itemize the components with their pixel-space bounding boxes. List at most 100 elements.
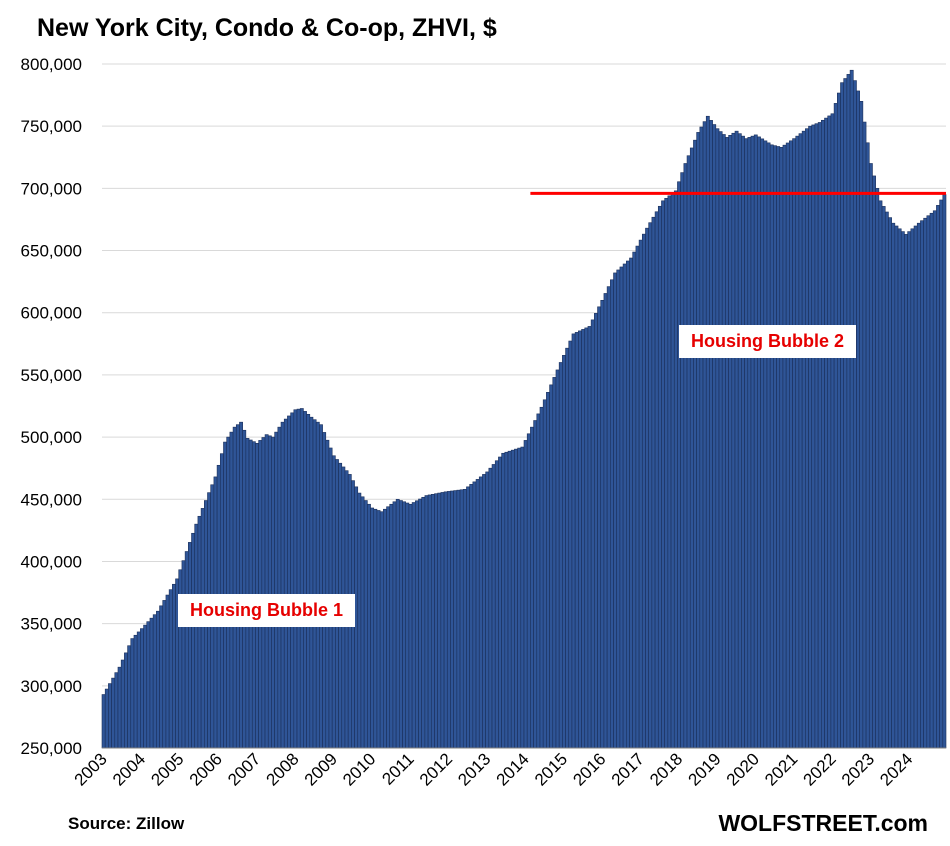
bar bbox=[194, 523, 199, 749]
bar bbox=[821, 119, 825, 749]
bar bbox=[322, 432, 327, 749]
bar bbox=[837, 92, 841, 749]
bar bbox=[859, 101, 864, 749]
bar bbox=[152, 614, 157, 749]
bar bbox=[728, 135, 733, 749]
bar bbox=[498, 456, 502, 749]
bar bbox=[475, 479, 480, 749]
bar bbox=[680, 172, 685, 749]
bar bbox=[319, 424, 323, 749]
bar bbox=[149, 617, 154, 749]
bar bbox=[140, 628, 144, 749]
x-tick-label: 2023 bbox=[838, 749, 878, 789]
bar bbox=[622, 263, 627, 749]
x-tick-label: 2008 bbox=[262, 749, 302, 789]
bar bbox=[446, 491, 451, 749]
bar bbox=[852, 80, 857, 749]
bar bbox=[520, 446, 525, 749]
bar bbox=[686, 155, 691, 749]
bar bbox=[296, 408, 301, 749]
bar bbox=[165, 594, 170, 749]
bar bbox=[619, 266, 624, 749]
bar bbox=[638, 239, 643, 749]
bar bbox=[542, 399, 547, 749]
bar bbox=[942, 194, 947, 749]
bar bbox=[280, 421, 285, 749]
bar bbox=[645, 227, 649, 749]
bar bbox=[840, 82, 844, 749]
x-tick-label: 2018 bbox=[646, 749, 686, 789]
bar bbox=[450, 490, 454, 749]
bar bbox=[299, 408, 304, 749]
bar bbox=[705, 115, 710, 749]
y-tick-label: 300,000 bbox=[21, 677, 82, 696]
bar bbox=[568, 340, 573, 749]
bar bbox=[421, 496, 426, 749]
bar bbox=[472, 481, 477, 749]
bar bbox=[181, 560, 186, 749]
bar bbox=[594, 313, 598, 749]
bar bbox=[427, 494, 432, 749]
bar bbox=[558, 362, 563, 749]
bar bbox=[127, 645, 132, 749]
bar bbox=[760, 138, 765, 749]
bar bbox=[312, 419, 317, 749]
bar bbox=[462, 489, 467, 749]
bar bbox=[117, 666, 122, 749]
bar bbox=[878, 200, 883, 749]
bar bbox=[776, 146, 781, 749]
bar bbox=[856, 90, 860, 749]
bar bbox=[293, 409, 298, 749]
bar bbox=[664, 198, 669, 749]
bar bbox=[789, 140, 793, 749]
y-tick-label: 550,000 bbox=[21, 366, 82, 385]
bar bbox=[757, 136, 761, 749]
bar bbox=[913, 225, 918, 749]
y-tick-label: 400,000 bbox=[21, 552, 82, 571]
bar bbox=[600, 299, 605, 749]
bar bbox=[389, 503, 394, 749]
bar bbox=[357, 492, 362, 749]
bar bbox=[884, 211, 889, 749]
bar bbox=[315, 421, 320, 749]
bar bbox=[539, 406, 544, 749]
bar bbox=[814, 123, 819, 749]
bar bbox=[741, 135, 745, 749]
bar bbox=[549, 384, 554, 749]
bar bbox=[683, 163, 688, 749]
bar bbox=[715, 128, 720, 749]
bar bbox=[156, 610, 160, 749]
bar bbox=[440, 492, 445, 749]
y-tick-label: 750,000 bbox=[21, 117, 82, 136]
bar bbox=[229, 431, 234, 749]
bar bbox=[491, 464, 496, 749]
bar bbox=[402, 501, 407, 749]
bar bbox=[363, 500, 368, 749]
x-tick-label: 2014 bbox=[493, 749, 533, 789]
bar bbox=[606, 286, 611, 749]
bar bbox=[290, 412, 295, 749]
bar bbox=[805, 128, 809, 749]
bar bbox=[897, 228, 902, 749]
bar bbox=[168, 589, 173, 749]
bar bbox=[651, 216, 656, 749]
bar bbox=[453, 490, 458, 749]
bar bbox=[827, 115, 832, 749]
bar bbox=[562, 355, 566, 749]
x-tick-label: 2016 bbox=[569, 749, 609, 789]
bar bbox=[833, 103, 838, 749]
bar bbox=[546, 392, 550, 749]
bar bbox=[891, 222, 896, 749]
bar bbox=[693, 139, 697, 749]
bar bbox=[533, 420, 538, 749]
bar bbox=[523, 440, 528, 749]
bar bbox=[459, 489, 464, 749]
bar bbox=[184, 551, 189, 749]
x-tick-label: 2024 bbox=[876, 749, 916, 789]
bar bbox=[718, 131, 723, 749]
bar bbox=[478, 476, 483, 749]
bar bbox=[367, 503, 371, 749]
bar bbox=[200, 508, 205, 749]
x-tick-label: 2017 bbox=[608, 749, 648, 789]
bar bbox=[261, 437, 266, 749]
